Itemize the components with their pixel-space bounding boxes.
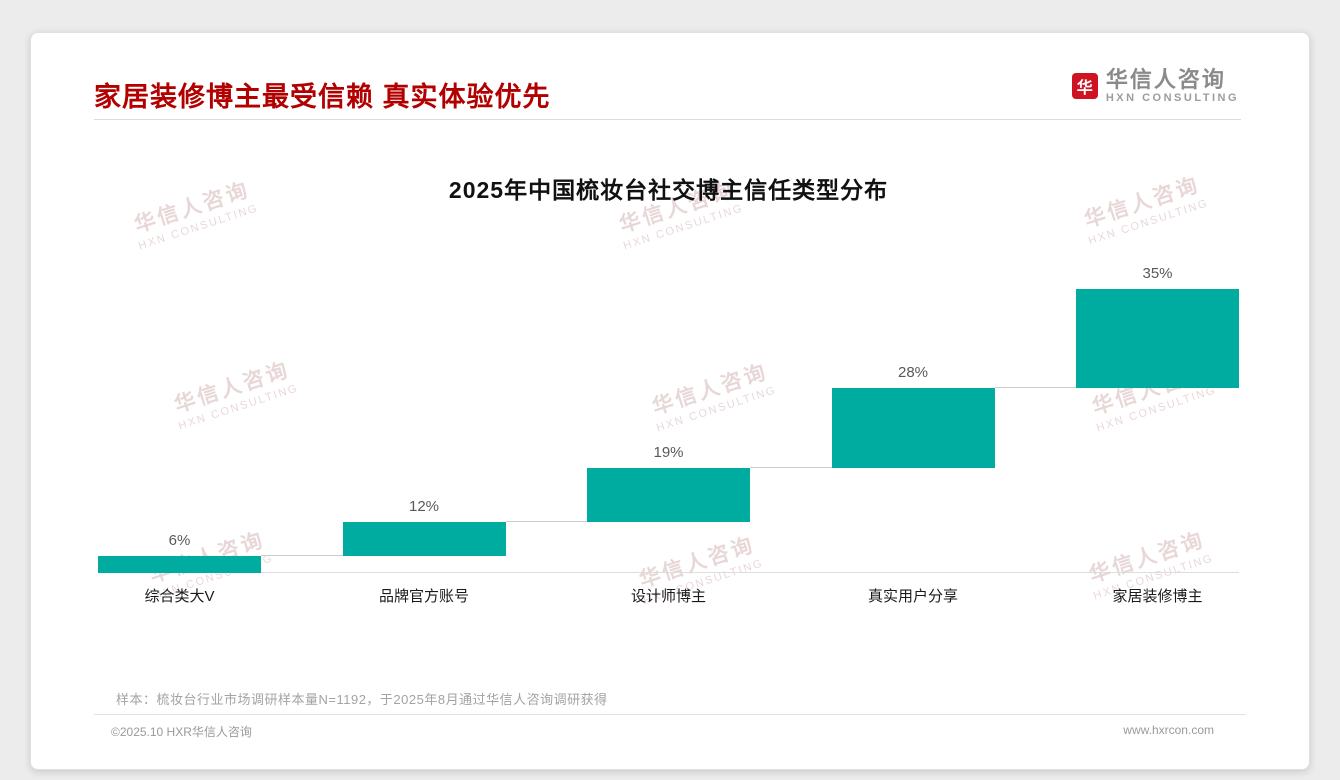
chart-bar [587,467,750,522]
category-label: 家居装修博主 [1112,588,1203,605]
connector-line [994,387,1076,389]
logo-subtitle: HXN CONSULTING [1105,92,1239,105]
chart-bar [342,521,506,556]
value-label: 12% [408,497,440,515]
category-label: 真实用户分享 [867,588,958,605]
chart-bar [831,388,995,468]
category-label: 设计师博主 [630,588,706,605]
chart-bar [1076,289,1239,389]
chart-bar [98,555,261,573]
x-axis-line [98,572,1239,573]
category-label: 综合类大V [144,588,215,605]
footer: ©2025.10 HXR华信人咨询 www.hxrcon.com [111,723,1214,740]
category-axis: 综合类大V 品牌官方账号 设计师博主 真实用户分享 家居装修博主 [98,585,1239,607]
report-card: 华信人咨询 HXN CONSULTING 华信人咨询 HXN CONSULTING … [30,32,1310,770]
logo-name: 华信人咨询 [1105,67,1226,92]
logo-icon: 华 [1071,72,1098,99]
value-label: 35% [1142,265,1173,282]
footer-divider [94,714,1246,715]
logo: 华 华信人咨询 HXN CONSULTING [1071,67,1239,104]
logo-text: 华信人咨询 HXN CONSULTING [1106,67,1239,104]
connector-line [750,466,832,468]
header-divider [94,119,1241,120]
chart-title: 2025年中国梳妆台社交博主信任类型分布 [448,177,889,203]
connector-line [505,520,587,522]
waterfall-chart: 6% 12% 19% 28% 35% [98,265,1239,573]
watermark-subtext: HXN CONSULTING [622,202,746,253]
sample-note: 样本：梳妆台行业市场调研样本量N=1192，于2025年8月通过华信人咨询调研获… [116,692,608,707]
value-label: 19% [653,443,684,461]
page-title: 家居装修博主最受信赖 真实体验优先 [94,82,551,112]
footer-copyright: ©2025.10 HXR华信人咨询 [111,725,252,739]
footer-website: www.hxrcon.com [1123,723,1214,737]
value-label: 6% [168,531,191,549]
value-label: 28% [897,364,929,382]
connector-line [261,554,343,556]
watermark-subtext: HXN CONSULTING [137,202,261,253]
category-label: 品牌官方账号 [378,588,469,605]
